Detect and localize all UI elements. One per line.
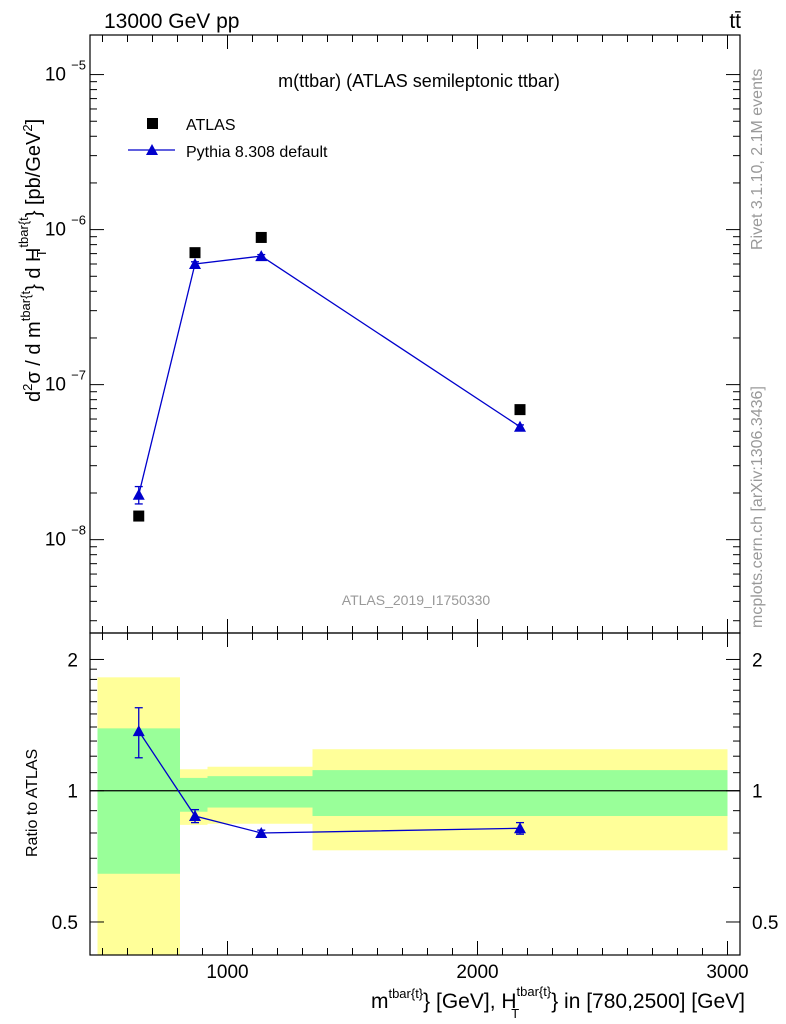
ratio-y-tick-label-right: 1 bbox=[752, 782, 763, 803]
ratio-y-axis-label: Ratio to ATLAS bbox=[24, 749, 41, 857]
legend-marker-atlas bbox=[147, 118, 158, 129]
pythia-line bbox=[138, 255, 521, 495]
ratio-plot-bands bbox=[90, 677, 740, 955]
atlas-point bbox=[514, 404, 526, 416]
ratio-pythia-point bbox=[255, 826, 268, 838]
analysis-label: ATLAS_2019_I1750330 bbox=[342, 592, 491, 608]
legend-label-pythia: Pythia 8.308 default bbox=[186, 144, 328, 161]
ratio-plot-marks bbox=[132, 707, 526, 838]
ratio-plot-axes: 0.5 0.5 1 1 2 2 1000 2000 3000 bbox=[52, 633, 778, 983]
x-tick-label: 2000 bbox=[456, 962, 498, 983]
pythia-point bbox=[255, 250, 268, 262]
legend: ATLAS Pythia 8.308 default bbox=[128, 117, 328, 161]
ratio-y-tick-label-right: 2 bbox=[752, 650, 763, 671]
atlas-point bbox=[189, 247, 201, 259]
pythia-point bbox=[132, 488, 145, 500]
ratio-band-inner bbox=[180, 777, 208, 812]
ratio-y-tick-label: 2 bbox=[67, 650, 78, 671]
atlas-point bbox=[133, 510, 145, 522]
ratio-pythia-line bbox=[138, 730, 521, 834]
main-y-tick-exponent: −6 bbox=[71, 213, 86, 228]
ratio-pythia-point bbox=[132, 725, 145, 737]
ratio-pythia-point bbox=[514, 822, 526, 834]
ratio-y-tick-label-right: 0.5 bbox=[752, 913, 778, 934]
main-y-tick-label: 10 bbox=[45, 375, 66, 396]
process-label: tt̄ bbox=[729, 10, 741, 33]
main-y-tick-exponent: −7 bbox=[71, 368, 86, 383]
pythia-point bbox=[189, 257, 201, 269]
legend-label-atlas: ATLAS bbox=[186, 117, 236, 134]
beam-label: 13000 GeV pp bbox=[104, 10, 239, 33]
ratio-plot-frame bbox=[89, 632, 741, 956]
main-y-tick-label: 10 bbox=[45, 530, 66, 551]
ratio-y-tick-label: 1 bbox=[67, 782, 78, 803]
main-y-tick-exponent: −8 bbox=[71, 523, 86, 538]
x-axis-label: mtbar{t}} [GeV], Htbar{t} T} in [780,2500… bbox=[371, 984, 745, 1021]
main-y-tick-label: 10 bbox=[45, 220, 66, 241]
rivet-label: Rivet 3.1.10, 2.1M events bbox=[749, 69, 766, 250]
main-y-axis-label: d2σ / d mtbar{t} d Htbar{tT} [pb/GeV2] bbox=[16, 119, 49, 402]
main-title: m(ttbar) (ATLAS semileptonic ttbar) bbox=[278, 71, 560, 91]
ratio-pythia-point bbox=[189, 810, 201, 822]
main-y-tick-label: 10 bbox=[45, 65, 66, 86]
ratio-y-tick-label: 0.5 bbox=[52, 913, 78, 934]
mcplots-label: mcplots.cern.ch [arXiv:1306.3436] bbox=[749, 386, 766, 628]
ratio-band-inner bbox=[312, 770, 728, 817]
main-y-tick-exponent: −5 bbox=[71, 58, 86, 73]
atlas-point bbox=[255, 231, 267, 243]
main-plot-axes: 10 −8 10 −7 10 −6 10 −5 bbox=[45, 35, 740, 633]
x-tick-label: 1000 bbox=[206, 962, 248, 983]
ratio-band-inner bbox=[207, 776, 313, 808]
main-plot-marks bbox=[132, 231, 526, 522]
legend-marker-pythia bbox=[146, 144, 158, 155]
pythia-point bbox=[514, 420, 526, 432]
x-tick-label: 3000 bbox=[706, 962, 748, 983]
